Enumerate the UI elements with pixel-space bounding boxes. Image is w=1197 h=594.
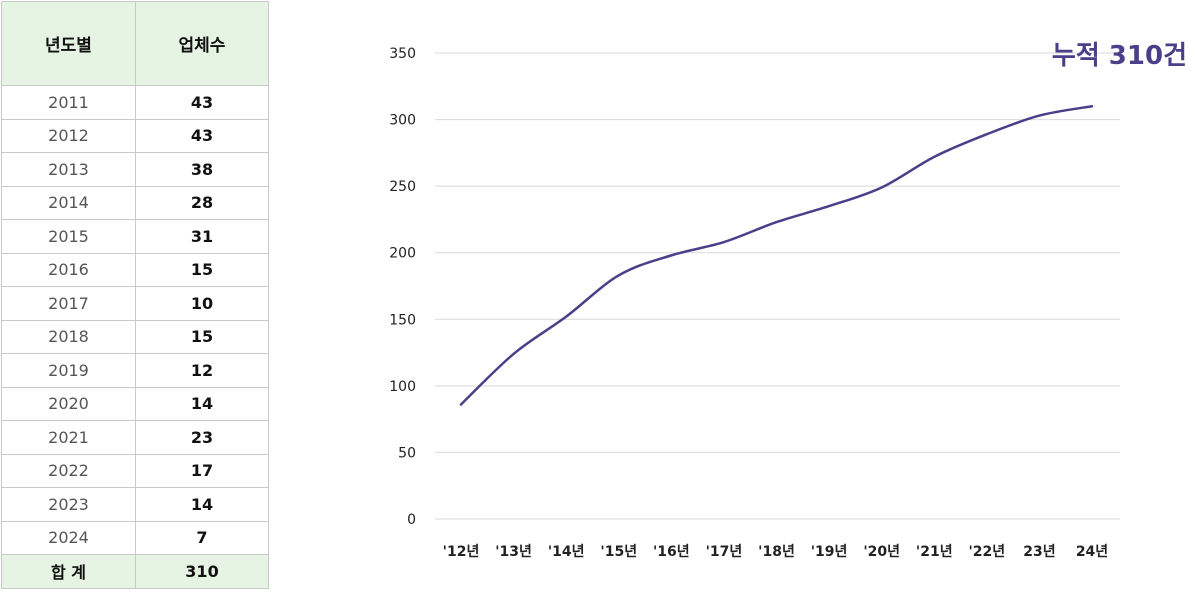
data-table: 년도별 업체수 2011 43 2012 43 2013 38 2014 28 2015 31 20… — [1, 1, 269, 589]
line-chart: 0 50 100 150 200 250 300 350 '12년 '13년 '14년 '15년 '16… — [389, 46, 1120, 560]
count-cell: 10 — [135, 286, 269, 321]
table-row: 2012 43 — [1, 118, 269, 153]
year-cell: 2023 — [1, 487, 136, 522]
header-count: 업체수 — [135, 1, 269, 86]
table-row: 2022 17 — [1, 453, 269, 488]
y-tick-label: 350 — [389, 46, 416, 62]
year-cell: 2024 — [1, 520, 136, 555]
count-cell: 17 — [135, 453, 269, 488]
x-tick-label: '20년 — [863, 544, 900, 560]
count-cell: 28 — [135, 185, 269, 220]
y-tick-label: 100 — [389, 379, 416, 395]
count-cell: 15 — [135, 252, 269, 287]
count-cell: 23 — [135, 420, 269, 455]
year-cell: 2016 — [1, 252, 136, 287]
total-row: 합 계 310 — [1, 554, 269, 589]
table-row: 2024 7 — [1, 520, 269, 555]
count-cell: 12 — [135, 353, 269, 388]
x-tick-label: '15년 — [600, 544, 637, 560]
x-tick-label: '14년 — [548, 544, 585, 560]
x-tick-label: '19년 — [811, 544, 848, 560]
year-cell: 2013 — [1, 152, 136, 187]
year-cell: 2017 — [1, 286, 136, 321]
year-cell: 2011 — [1, 85, 136, 120]
x-tick-label: '18년 — [758, 544, 795, 560]
x-tick-label: '22년 — [969, 544, 1006, 560]
table-row: 2016 15 — [1, 252, 269, 287]
year-cell: 2021 — [1, 420, 136, 455]
series-line — [459, 105, 1094, 406]
table-row: 2020 14 — [1, 386, 269, 421]
y-tick-label: 250 — [389, 179, 416, 195]
total-label: 합 계 — [1, 554, 136, 589]
table-header-row: 년도별 업체수 — [1, 1, 269, 86]
x-tick-label: '12년 — [443, 544, 480, 560]
count-cell: 43 — [135, 118, 269, 153]
y-tick-label: 300 — [389, 113, 416, 129]
table-row: 2023 14 — [1, 487, 269, 522]
table-row: 2011 43 — [1, 85, 269, 120]
x-tick-label: '21년 — [916, 544, 953, 560]
year-cell: 2022 — [1, 453, 136, 488]
year-cell: 2014 — [1, 185, 136, 220]
y-tick-label: 50 — [398, 445, 416, 461]
year-cell: 2015 — [1, 219, 136, 254]
table-row: 2017 10 — [1, 286, 269, 321]
cumulative-annotation: 누적 310건 — [1051, 41, 1187, 71]
x-tick-label: '13년 — [495, 544, 532, 560]
year-cell: 2012 — [1, 118, 136, 153]
header-year: 년도별 — [1, 1, 136, 86]
y-tick-label: 150 — [389, 312, 416, 328]
table-row: 2019 12 — [1, 353, 269, 388]
x-tick-label: '17년 — [706, 544, 743, 560]
count-cell: 31 — [135, 219, 269, 254]
table-row: 2021 23 — [1, 420, 269, 455]
count-cell: 38 — [135, 152, 269, 187]
count-cell: 7 — [135, 520, 269, 555]
year-cell: 2019 — [1, 353, 136, 388]
count-cell: 14 — [135, 487, 269, 522]
count-cell: 43 — [135, 85, 269, 120]
count-cell: 14 — [135, 386, 269, 421]
x-tick-label: '16년 — [653, 544, 690, 560]
table-row: 2015 31 — [1, 219, 269, 254]
year-cell: 2018 — [1, 319, 136, 354]
y-tick-label: 200 — [389, 246, 416, 262]
year-cell: 2020 — [1, 386, 136, 421]
x-tick-label: 24년 — [1076, 544, 1108, 560]
total-value: 310 — [135, 554, 269, 589]
y-tick-label: 0 — [407, 512, 416, 528]
table-row: 2013 38 — [1, 152, 269, 187]
count-cell: 15 — [135, 319, 269, 354]
x-tick-label: 23년 — [1023, 544, 1055, 560]
table-row: 2014 28 — [1, 185, 269, 220]
table-row: 2018 15 — [1, 319, 269, 354]
